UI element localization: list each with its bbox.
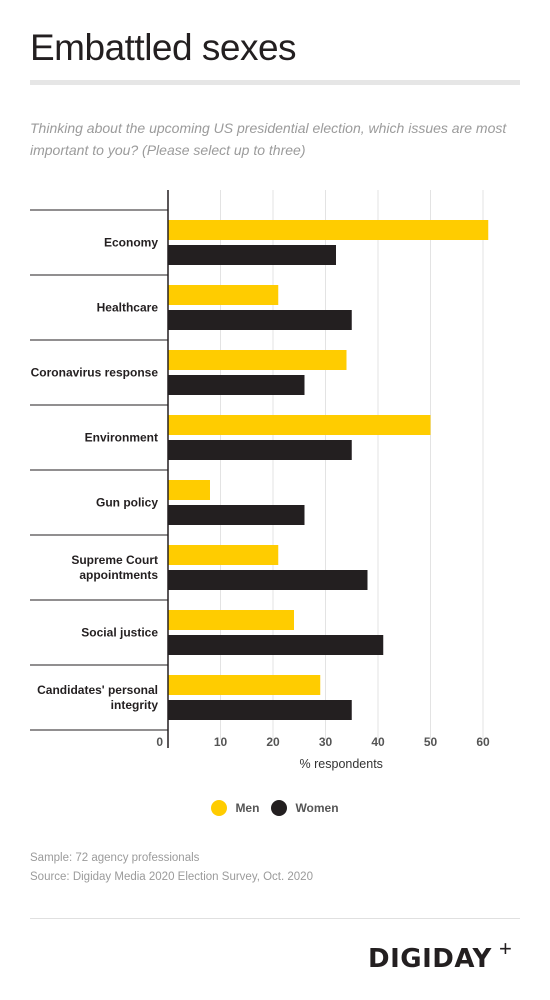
bar-women-0 [168,245,336,265]
chart-legend: Men Women [0,800,550,816]
x-tick-label: 10 [214,735,228,749]
title-divider [30,80,520,85]
legend-label-women: Women [295,801,339,815]
x-tick-label: 20 [266,735,280,749]
category-label: Supreme Court appointments [71,553,158,582]
category-label: Social justice [81,626,158,640]
x-tick-label: 40 [371,735,385,749]
digiday-logo: DIGIDAY [368,944,492,974]
legend-item-women: Women [271,800,339,816]
source-note: Source: Digiday Media 2020 Election Surv… [30,871,313,883]
bar-men-6 [168,610,294,630]
bar-women-3 [168,440,352,460]
bar-men-7 [168,675,321,695]
category-label: Healthcare [97,301,159,315]
x-axis-title: % respondents [300,757,383,771]
chart-subtitle: Thinking about the upcoming US president… [30,120,507,158]
bar-women-6 [168,635,384,655]
bar-women-7 [168,700,352,720]
bar-men-4 [168,480,210,500]
bar-women-1 [168,310,352,330]
x-tick-label: 50 [424,735,438,749]
bar-chart: Economy Healthcare Coronavirus response Env… [30,190,490,771]
footer-divider [30,918,520,919]
chart-title: Embattled sexes [30,27,297,68]
bar-men-3 [168,415,431,435]
bar-women-2 [168,375,305,395]
category-label: Gun policy [96,496,158,510]
digiday-logo-plus: + [499,936,512,961]
bar-men-5 [168,545,279,565]
bar-women-4 [168,505,305,525]
bar-men-1 [168,285,279,305]
x-tick-label: 30 [319,735,333,749]
sample-note: Sample: 72 agency professionals [30,852,200,864]
bar-men-2 [168,350,347,370]
category-label: Coronavirus response [31,366,159,380]
bar-women-5 [168,570,368,590]
category-label: Candidates' personal integrity [37,683,158,712]
legend-item-men: Men [211,800,259,816]
x-tick-label: 60 [476,735,490,749]
category-label: Economy [104,236,158,250]
category-label: Environment [85,431,158,445]
x-tick-label: 0 [156,735,163,749]
legend-swatch-women [271,800,288,816]
bar-men-0 [168,220,489,240]
legend-swatch-men [211,800,228,816]
legend-label-men: Men [235,801,260,815]
